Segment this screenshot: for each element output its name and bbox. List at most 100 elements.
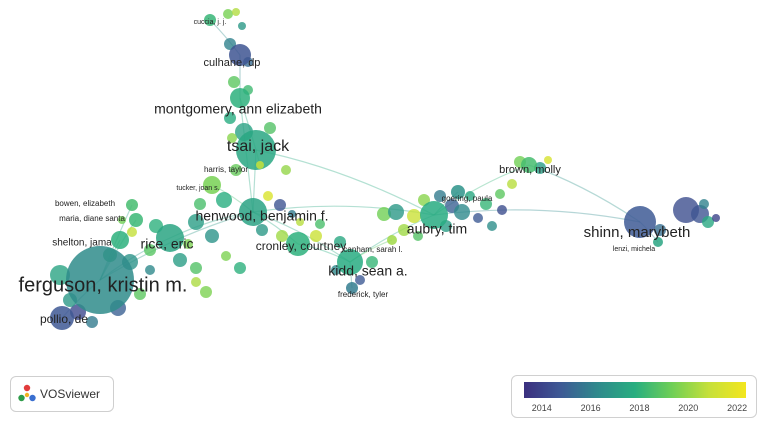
coauthor-node[interactable] xyxy=(377,207,391,221)
coauthor-node[interactable] xyxy=(413,231,423,241)
coauthor-node[interactable] xyxy=(465,191,475,201)
coauthor-node[interactable] xyxy=(398,224,410,236)
coauthor-node[interactable] xyxy=(216,192,232,208)
author-node-cronley[interactable] xyxy=(286,232,310,256)
coauthor-node[interactable] xyxy=(366,256,378,268)
coauthor-node[interactable] xyxy=(238,22,246,30)
author-label-lenzi[interactable]: lenzi, michela xyxy=(613,246,656,253)
author-node-kidd[interactable] xyxy=(337,249,363,275)
coauthor-node[interactable] xyxy=(191,277,201,287)
coauthor-node[interactable] xyxy=(434,190,446,202)
author-label-montgomery[interactable]: montgomery, ann elizabeth xyxy=(154,101,322,117)
coauthor-node[interactable] xyxy=(223,9,233,19)
coauthor-node[interactable] xyxy=(234,262,246,274)
coauthor-node[interactable] xyxy=(274,199,286,211)
coauthor-node[interactable] xyxy=(134,288,146,300)
author-node-frederick[interactable] xyxy=(346,282,358,294)
author-label-harris[interactable]: harris, taylor xyxy=(204,165,248,174)
author-node-culhane[interactable] xyxy=(229,44,251,66)
coauthor-node[interactable] xyxy=(281,165,291,175)
coauthor-node[interactable] xyxy=(334,236,346,248)
coauthor-node[interactable] xyxy=(144,244,156,256)
author-node-henwood[interactable] xyxy=(239,198,267,226)
coauthor-node[interactable] xyxy=(183,239,193,249)
author-label-pollio[interactable]: pollio, de xyxy=(40,312,88,326)
author-label-cronley[interactable]: cronley, courtney xyxy=(256,239,347,253)
author-node-maria[interactable] xyxy=(129,213,143,227)
coauthor-node[interactable] xyxy=(315,219,325,229)
coauthor-node[interactable] xyxy=(407,209,421,223)
coauthor-node[interactable] xyxy=(288,210,296,218)
author-label-shinn[interactable]: shinn, marybeth xyxy=(584,224,691,241)
coauthor-node[interactable] xyxy=(507,179,517,189)
coauthor-node[interactable] xyxy=(355,275,365,285)
author-node-brown[interactable] xyxy=(521,157,537,173)
author-node-aubry[interactable] xyxy=(420,201,448,229)
coauthor-node[interactable] xyxy=(264,122,276,134)
coauthor-node[interactable] xyxy=(232,8,240,16)
coauthor-node[interactable] xyxy=(544,156,552,164)
coauthor-node[interactable] xyxy=(190,262,202,274)
coauthor-node[interactable] xyxy=(256,224,268,236)
author-label-canham[interactable]: canham, sarah l. xyxy=(343,245,402,254)
author-label-bowen[interactable]: bowen, elizabeth xyxy=(55,199,115,208)
author-label-rice[interactable]: rice, eric xyxy=(141,236,194,252)
author-label-cuccia[interactable]: cuccia, j. j. xyxy=(194,19,227,26)
author-node-goering[interactable] xyxy=(451,185,465,199)
vosviewer-logo[interactable]: VOSviewer xyxy=(10,376,114,412)
author-label-frederick[interactable]: frederick, tyler xyxy=(338,290,389,299)
coauthor-node[interactable] xyxy=(127,227,137,237)
coauthor-node[interactable] xyxy=(454,204,470,220)
coauthor-node[interactable] xyxy=(228,76,240,88)
author-node-pollio[interactable] xyxy=(50,306,74,330)
coauthor-node[interactable] xyxy=(230,164,242,176)
author-label-tucker[interactable]: tucker, joan s. xyxy=(176,185,219,192)
coauthor-node[interactable] xyxy=(173,253,187,267)
author-label-culhane[interactable]: culhane, dp xyxy=(204,57,261,69)
coauthor-node[interactable] xyxy=(310,230,322,242)
author-label-tsai[interactable]: tsai, jack xyxy=(227,138,290,155)
coauthor-node[interactable] xyxy=(699,199,709,209)
coauthor-node[interactable] xyxy=(487,221,497,231)
coauthor-node[interactable] xyxy=(200,286,212,298)
coauthor-node[interactable] xyxy=(712,214,720,222)
coauthor-node[interactable] xyxy=(188,214,204,230)
coauthor-node[interactable] xyxy=(86,316,98,328)
coauthor-node[interactable] xyxy=(296,218,304,226)
author-node-shinn[interactable] xyxy=(624,206,656,238)
author-node-lenzi[interactable] xyxy=(653,237,663,247)
author-node-tucker[interactable] xyxy=(203,176,221,194)
author-label-shelton[interactable]: shelton, jama xyxy=(52,238,112,249)
author-node-harris[interactable] xyxy=(256,161,264,169)
author-node-cuccia[interactable] xyxy=(204,14,216,26)
author-node-montgomery[interactable] xyxy=(230,88,250,108)
coauthor-node[interactable] xyxy=(145,265,155,275)
coauthor-node[interactable] xyxy=(263,191,273,201)
author-node-tsai[interactable] xyxy=(236,130,276,170)
author-node-shelton[interactable] xyxy=(111,231,129,249)
coauthor-node[interactable] xyxy=(276,230,288,242)
author-node-bowen[interactable] xyxy=(126,199,138,211)
coauthor-node[interactable] xyxy=(50,265,70,285)
coauthor-node[interactable] xyxy=(118,216,126,224)
coauthor-node[interactable] xyxy=(227,133,237,143)
author-node-canham[interactable] xyxy=(387,235,397,245)
author-node-ferguson[interactable] xyxy=(66,246,134,314)
coauthor-node[interactable] xyxy=(388,204,404,220)
coauthor-node[interactable] xyxy=(654,224,666,236)
coauthor-node[interactable] xyxy=(224,112,236,124)
coauthor-node[interactable] xyxy=(205,229,219,243)
author-label-kidd[interactable]: kidd, sean a. xyxy=(328,263,407,279)
author-label-ferguson[interactable]: ferguson, kristin m. xyxy=(19,274,188,296)
coauthor-node[interactable] xyxy=(497,205,507,215)
coauthor-node[interactable] xyxy=(194,198,206,210)
author-label-henwood[interactable]: henwood, benjamin f. xyxy=(195,208,328,224)
author-label-aubry[interactable]: aubry, tim xyxy=(407,221,467,237)
author-label-goering[interactable]: goering, paula xyxy=(442,194,493,203)
coauthor-node[interactable] xyxy=(473,213,483,223)
author-node-rice[interactable] xyxy=(156,224,184,252)
author-label-maria[interactable]: maria, diane santa xyxy=(59,214,125,223)
coauthor-node[interactable] xyxy=(221,251,231,261)
author-label-brown[interactable]: brown, molly xyxy=(499,164,561,176)
